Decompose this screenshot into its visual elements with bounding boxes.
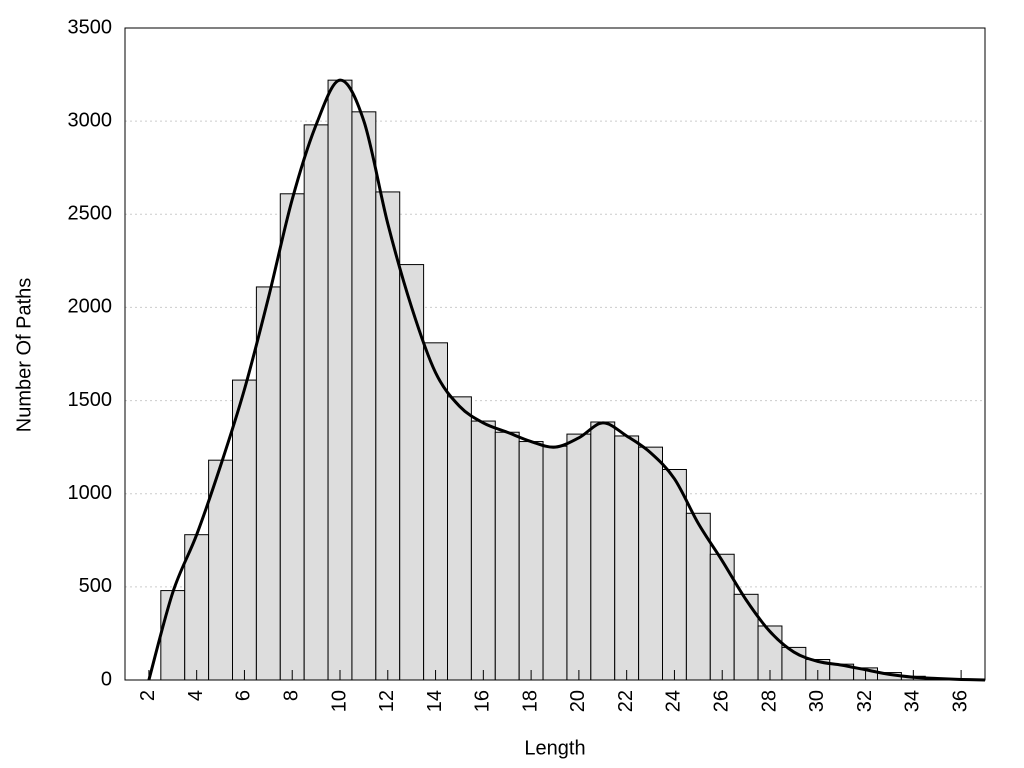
bar [470,420,496,681]
bar [399,264,425,681]
bar [566,433,592,681]
x-axis-label: Length [524,737,585,759]
bar [662,468,687,681]
bar [279,193,305,681]
x-tick-label: 36 [949,690,971,712]
bar [232,379,257,681]
bar [351,111,377,681]
x-tick-label: 32 [854,690,876,712]
y-axis-label: Number Of Paths [13,278,35,433]
x-tick-label: 28 [758,690,780,712]
bar [542,445,568,681]
bar [733,593,759,681]
y-tick-label: 3500 [68,16,113,38]
plot-frame [124,27,986,681]
x-tick-label: 2 [137,690,159,701]
x-tick-label: 20 [567,690,589,712]
density-line [147,78,986,682]
x-tick-label: 18 [519,690,541,712]
bar [447,396,472,681]
bar [423,342,449,681]
bar [494,431,520,681]
y-tick-label: 2000 [68,296,113,318]
x-tick-label: 10 [328,690,350,712]
x-tick-label: 22 [615,690,637,712]
x-tick-label: 8 [281,690,303,701]
x-tick-label: 16 [472,690,494,712]
y-tick-label: 1500 [68,389,113,411]
y-tick-label: 500 [79,575,112,597]
y-tick-label: 0 [101,668,112,690]
bar [303,124,329,681]
x-tick-label: 6 [233,690,255,701]
bar [614,435,640,681]
bar [160,590,186,681]
bar [590,421,616,681]
x-tick-label: 34 [902,690,924,712]
x-tick-label: 30 [806,690,828,712]
y-tick-label: 2500 [68,203,113,225]
bar [638,446,663,681]
y-tick-label: 3000 [68,109,113,131]
y-tick-label: 1000 [68,482,113,504]
x-tick-label: 12 [376,690,398,712]
bar [327,79,353,681]
bar [518,441,544,681]
bar [255,286,281,681]
x-tick-label: 24 [663,690,685,712]
x-tick-label: 14 [424,690,446,712]
x-tick-label: 4 [185,690,207,701]
bar [375,191,401,681]
x-tick-label: 26 [711,690,733,712]
